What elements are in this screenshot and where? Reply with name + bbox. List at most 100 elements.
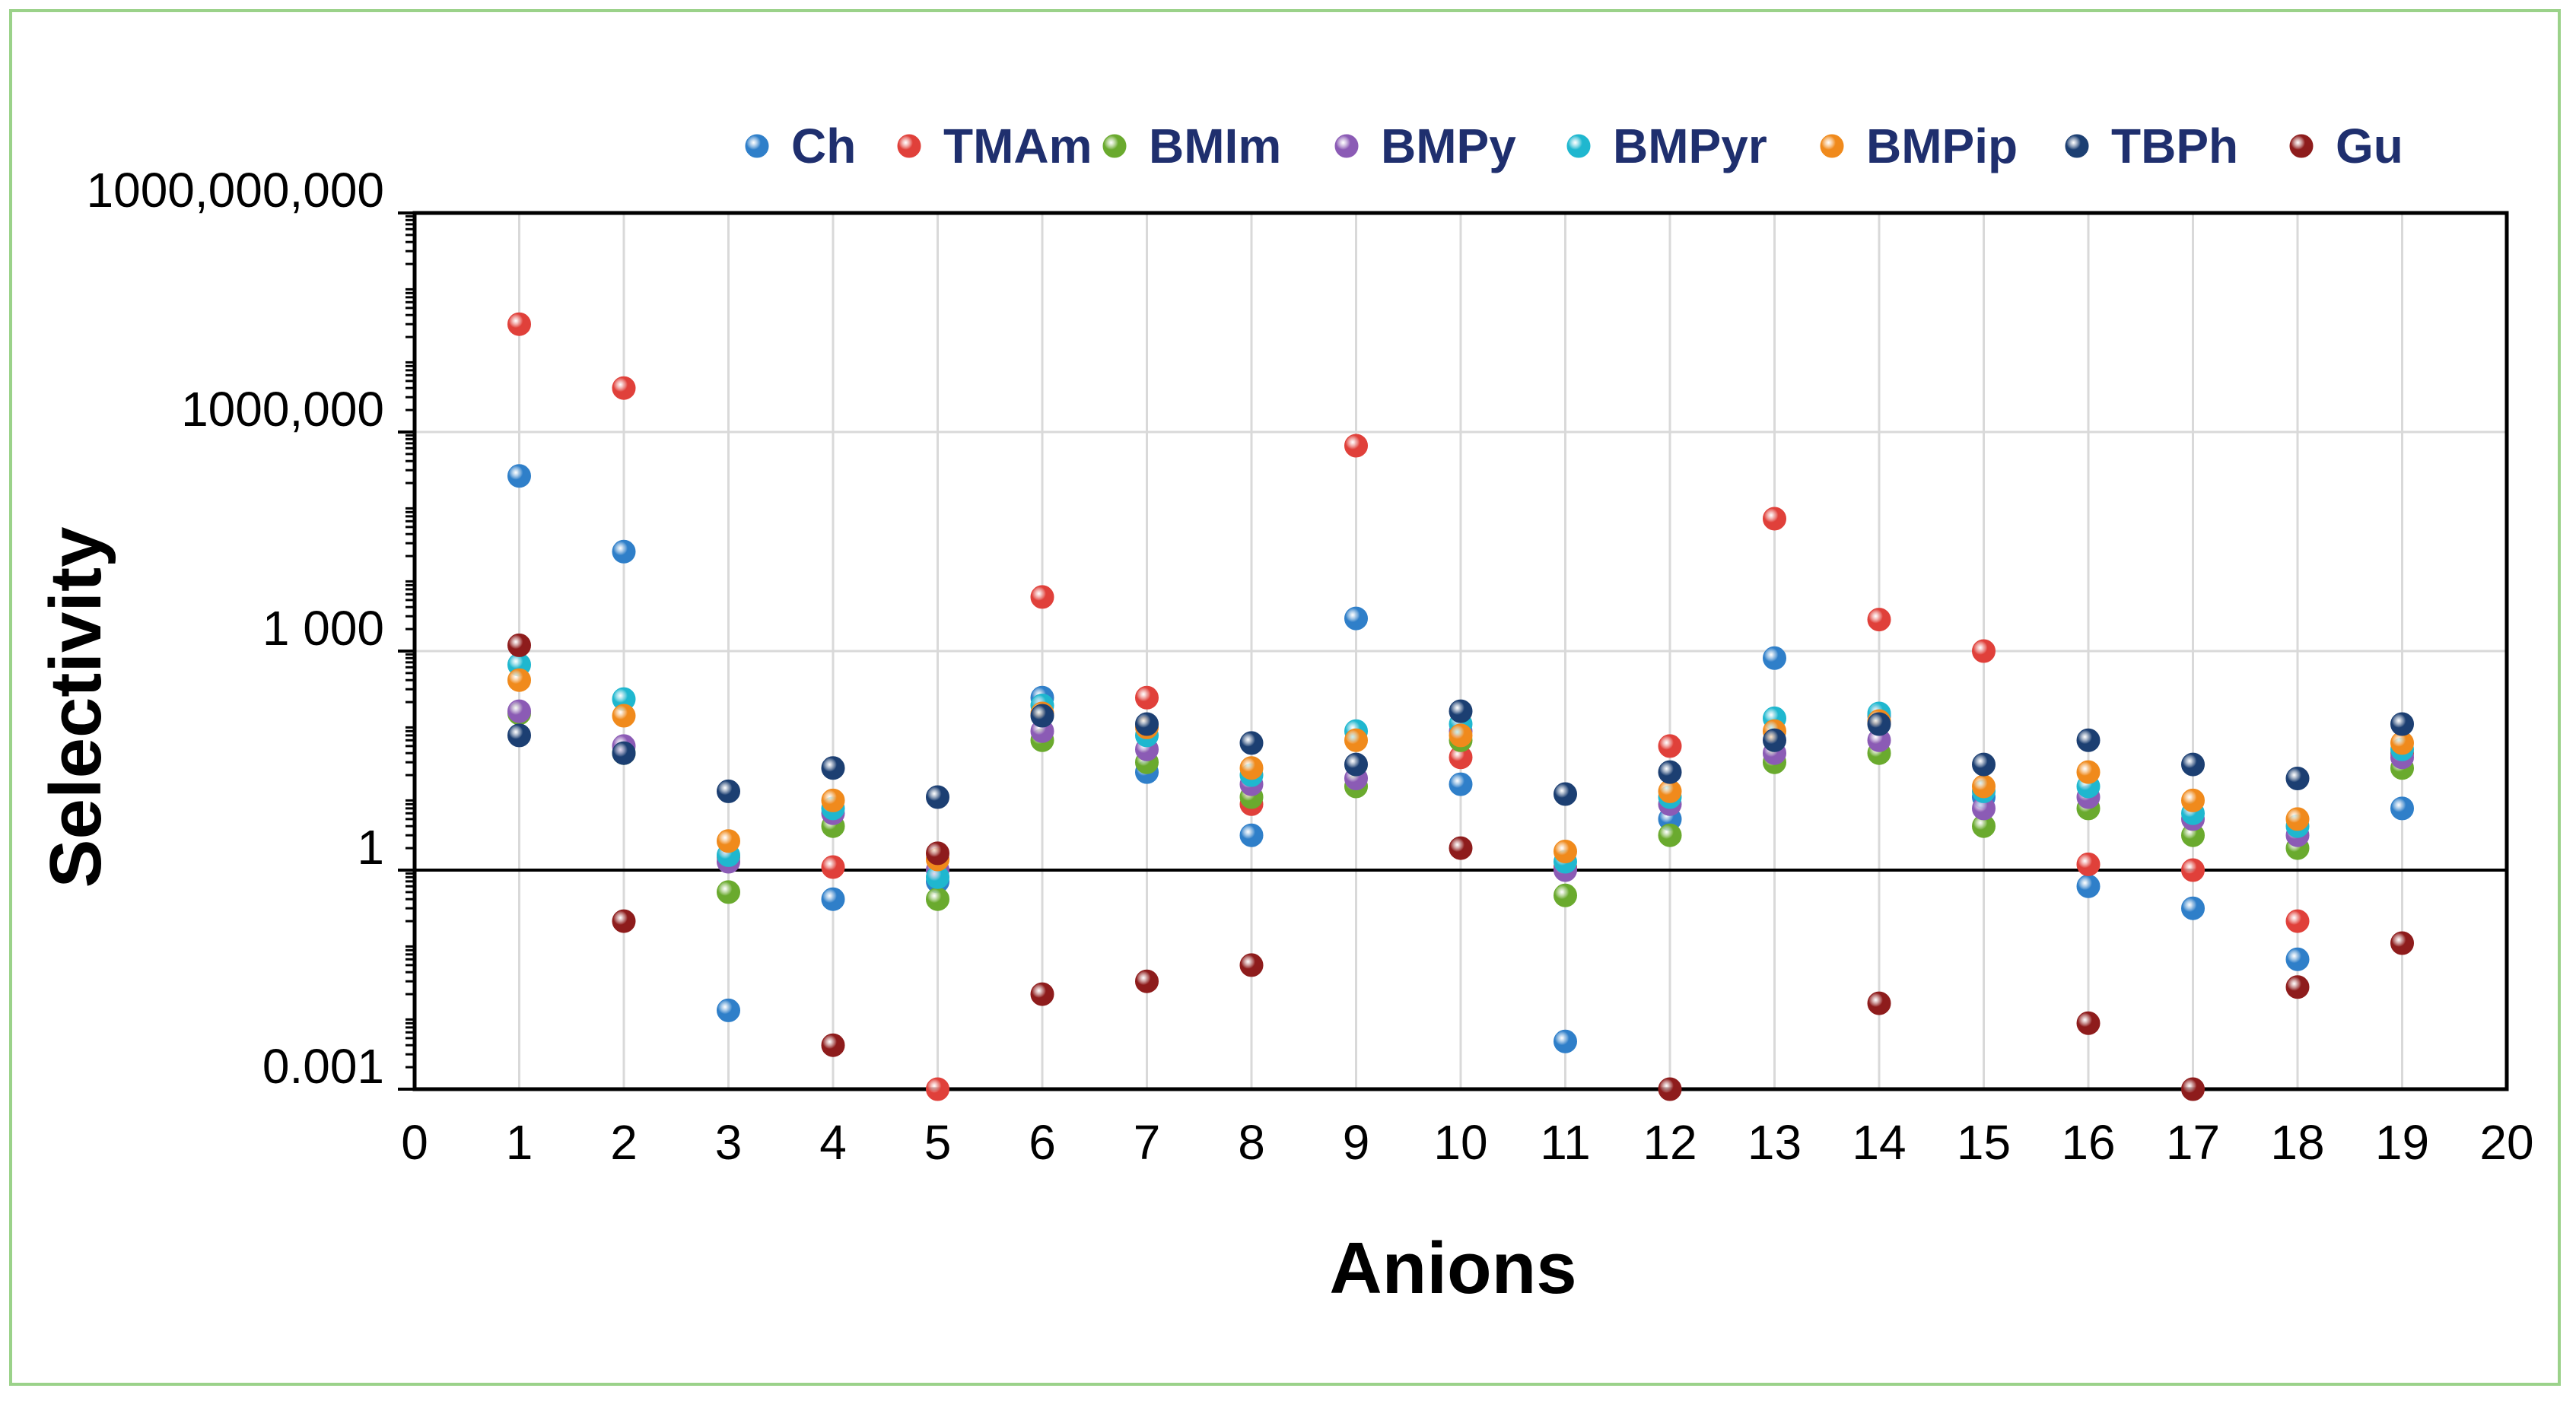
plot-area bbox=[412, 211, 2509, 1091]
point-tbph bbox=[1030, 704, 1054, 728]
x-tick-label: 16 bbox=[2061, 1115, 2115, 1170]
point-bmpip bbox=[612, 704, 636, 728]
point-tbph bbox=[1867, 712, 1891, 736]
x-tick-label: 6 bbox=[1029, 1115, 1056, 1170]
point-bmpip bbox=[2076, 760, 2101, 784]
legend-marker-tbph bbox=[2065, 134, 2089, 158]
x-tick-label: 19 bbox=[2375, 1115, 2429, 1170]
x-tick-label: 17 bbox=[2166, 1115, 2220, 1170]
x-tick-label: 4 bbox=[819, 1115, 847, 1170]
gridlines bbox=[415, 211, 2507, 1091]
y-tick-label: 0.001 bbox=[262, 1039, 384, 1094]
point-ch bbox=[2076, 874, 2101, 898]
point-gu bbox=[1030, 982, 1054, 1006]
point-tmam bbox=[926, 1077, 949, 1101]
point-gu bbox=[821, 1033, 845, 1057]
x-tick-label: 12 bbox=[1643, 1115, 1697, 1170]
point-ch bbox=[1344, 606, 1368, 631]
point-tbph bbox=[1344, 752, 1368, 777]
legend-marker-ch bbox=[745, 134, 769, 158]
point-tbph bbox=[2181, 752, 2205, 777]
point-tbph bbox=[1239, 731, 1264, 755]
point-bmpip bbox=[821, 788, 845, 812]
point-bmpip bbox=[717, 829, 740, 853]
x-tick-label: 11 bbox=[1540, 1115, 1590, 1170]
point-ch bbox=[2285, 947, 2310, 971]
point-gu bbox=[1658, 1077, 1682, 1101]
point-bmim bbox=[1658, 823, 1682, 847]
point-tbph bbox=[821, 756, 845, 780]
point-tmam bbox=[1344, 434, 1368, 458]
point-bmim bbox=[717, 880, 740, 904]
legend-marker-gu bbox=[2289, 134, 2314, 158]
legend-label-bmpyr: BMPyr bbox=[1613, 119, 1767, 173]
legend-marker-bmpy bbox=[1334, 134, 1359, 158]
point-tmam bbox=[2285, 909, 2310, 933]
point-gu bbox=[507, 633, 531, 657]
data-points bbox=[507, 312, 2414, 1101]
point-gu bbox=[926, 841, 949, 866]
point-bmpip bbox=[2181, 788, 2205, 812]
point-gu bbox=[2390, 931, 2414, 955]
point-bmim bbox=[1554, 883, 1577, 907]
point-tbph bbox=[926, 785, 949, 809]
legend-marker-bmpyr bbox=[1566, 134, 1591, 158]
legend: Ch TMAm BMIm BMPy BMPyr BMPip TBPh Gu bbox=[745, 119, 2403, 173]
point-gu bbox=[2285, 975, 2310, 999]
x-tick-label: 7 bbox=[1134, 1115, 1161, 1170]
point-tbph bbox=[2076, 728, 2101, 752]
x-tick-label: 20 bbox=[2479, 1115, 2533, 1170]
point-bmpip bbox=[1554, 839, 1577, 863]
point-gu bbox=[612, 909, 636, 933]
point-ch bbox=[821, 887, 845, 911]
x-tick-label: 13 bbox=[1748, 1115, 1802, 1170]
x-tick-label: 18 bbox=[2270, 1115, 2324, 1170]
y-tick-labels: 0.001 1 1 000 1000,000 1000,000,000 bbox=[87, 163, 385, 1094]
point-tmam bbox=[2181, 858, 2205, 882]
legend-label-bmim: BMIm bbox=[1149, 119, 1281, 173]
point-bmpip bbox=[2285, 807, 2310, 831]
x-tick-label: 0 bbox=[401, 1115, 428, 1170]
x-tick-label: 8 bbox=[1238, 1115, 1265, 1170]
point-tbph bbox=[2390, 712, 2414, 736]
point-ch bbox=[612, 539, 636, 564]
point-gu bbox=[1449, 836, 1473, 860]
point-ch bbox=[1763, 646, 1786, 670]
point-tmam bbox=[1135, 685, 1159, 710]
point-bmpip bbox=[1239, 756, 1264, 780]
point-bmim bbox=[926, 887, 949, 911]
x-tick-label: 14 bbox=[1852, 1115, 1906, 1170]
point-tmam bbox=[507, 312, 531, 336]
x-tick-label: 9 bbox=[1343, 1115, 1370, 1170]
y-tick-label: 1 000 bbox=[262, 601, 384, 656]
x-tick-label: 3 bbox=[715, 1115, 743, 1170]
y-tick-label: 1000,000 bbox=[181, 382, 384, 437]
legend-label-tbph: TBPh bbox=[2111, 119, 2238, 173]
point-tbph bbox=[507, 723, 531, 748]
x-tick-label: 10 bbox=[1433, 1115, 1487, 1170]
point-tbph bbox=[1658, 760, 1682, 784]
point-bmpip bbox=[507, 668, 531, 692]
point-tbph bbox=[1554, 782, 1577, 806]
point-tbph bbox=[717, 779, 740, 803]
point-bmpip bbox=[1972, 774, 1996, 799]
x-tick-label: 2 bbox=[610, 1115, 638, 1170]
point-tbph bbox=[612, 741, 636, 765]
point-ch bbox=[1239, 823, 1264, 847]
point-tbph bbox=[1763, 728, 1786, 752]
legend-label-tmam: TMAm bbox=[943, 119, 1092, 173]
x-tick-label: 5 bbox=[924, 1115, 952, 1170]
point-tmam bbox=[1867, 608, 1891, 632]
point-ch bbox=[1449, 772, 1473, 796]
point-tmam bbox=[612, 376, 636, 400]
point-gu bbox=[1867, 991, 1891, 1015]
x-tick-labels: 0 1 2 3 4 5 6 7 8 9 10 11 12 13 14 15 16 17 18 19 20 bbox=[401, 1115, 2533, 1170]
point-tbph bbox=[1135, 712, 1159, 736]
point-bmpip bbox=[1344, 728, 1368, 752]
legend-label-bmpip: BMPip bbox=[1866, 119, 2018, 173]
point-ch bbox=[2390, 796, 2414, 821]
y-tick-label: 1 bbox=[357, 820, 384, 875]
point-tbph bbox=[1972, 752, 1996, 777]
point-bmpy bbox=[507, 699, 531, 723]
point-tbph bbox=[1449, 699, 1473, 723]
